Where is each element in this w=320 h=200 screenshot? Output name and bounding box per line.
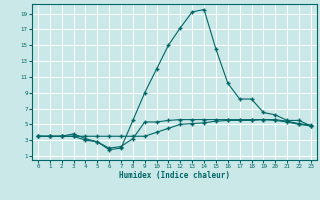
X-axis label: Humidex (Indice chaleur): Humidex (Indice chaleur) [119,171,230,180]
